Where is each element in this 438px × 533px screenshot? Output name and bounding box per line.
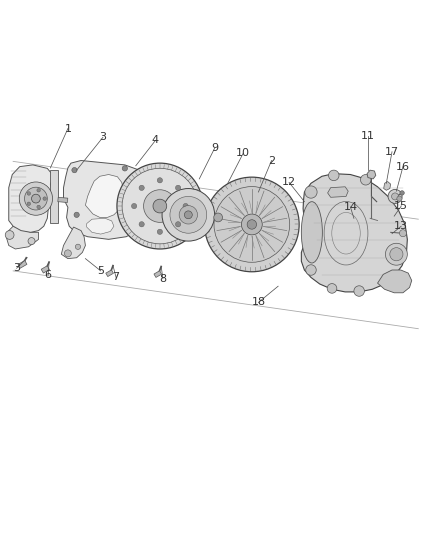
Circle shape bbox=[184, 211, 192, 219]
Circle shape bbox=[72, 167, 77, 173]
Circle shape bbox=[183, 204, 188, 209]
Circle shape bbox=[37, 205, 40, 209]
Circle shape bbox=[385, 243, 407, 265]
Circle shape bbox=[27, 202, 31, 206]
Polygon shape bbox=[384, 182, 391, 190]
Bar bbox=[154, 271, 162, 278]
Text: 7: 7 bbox=[113, 272, 120, 282]
Circle shape bbox=[400, 191, 404, 195]
Bar bbox=[18, 261, 27, 268]
Circle shape bbox=[327, 284, 337, 293]
Circle shape bbox=[399, 230, 406, 237]
Circle shape bbox=[162, 189, 215, 241]
Polygon shape bbox=[378, 270, 412, 293]
Text: 10: 10 bbox=[236, 149, 250, 158]
Text: 1: 1 bbox=[64, 124, 71, 134]
Text: 5: 5 bbox=[97, 266, 104, 276]
Circle shape bbox=[214, 187, 290, 262]
Circle shape bbox=[75, 244, 81, 249]
Text: 14: 14 bbox=[343, 202, 357, 212]
Polygon shape bbox=[367, 170, 376, 179]
Circle shape bbox=[64, 250, 71, 257]
Circle shape bbox=[157, 229, 162, 235]
Polygon shape bbox=[64, 160, 142, 239]
Polygon shape bbox=[7, 226, 39, 249]
Text: 2: 2 bbox=[268, 156, 275, 166]
Bar bbox=[106, 270, 113, 277]
Polygon shape bbox=[9, 165, 53, 232]
Circle shape bbox=[117, 163, 203, 249]
Polygon shape bbox=[301, 174, 407, 292]
Text: 4: 4 bbox=[152, 135, 159, 146]
Circle shape bbox=[241, 214, 262, 235]
Bar bbox=[41, 266, 49, 273]
Polygon shape bbox=[328, 187, 348, 197]
Circle shape bbox=[122, 166, 127, 171]
Text: 18: 18 bbox=[251, 297, 265, 308]
Circle shape bbox=[157, 177, 162, 183]
Circle shape bbox=[139, 185, 144, 190]
Text: 15: 15 bbox=[394, 201, 408, 211]
Circle shape bbox=[144, 190, 176, 222]
Text: 9: 9 bbox=[211, 143, 218, 154]
Circle shape bbox=[19, 182, 53, 215]
Circle shape bbox=[74, 212, 79, 217]
Text: 17: 17 bbox=[385, 147, 399, 157]
Bar bbox=[58, 197, 68, 203]
Text: 12: 12 bbox=[282, 177, 296, 188]
Circle shape bbox=[32, 194, 40, 203]
Bar bbox=[50, 170, 58, 223]
Circle shape bbox=[176, 222, 181, 227]
Circle shape bbox=[354, 286, 364, 296]
Circle shape bbox=[139, 222, 144, 227]
Text: 11: 11 bbox=[361, 131, 375, 141]
Circle shape bbox=[131, 204, 137, 209]
Polygon shape bbox=[87, 219, 114, 234]
Text: 6: 6 bbox=[45, 270, 52, 280]
Circle shape bbox=[388, 189, 402, 204]
Circle shape bbox=[360, 174, 371, 185]
Circle shape bbox=[37, 189, 40, 192]
Circle shape bbox=[137, 203, 142, 208]
Circle shape bbox=[392, 193, 399, 200]
Polygon shape bbox=[61, 227, 85, 259]
Circle shape bbox=[247, 220, 257, 229]
Circle shape bbox=[397, 196, 402, 201]
Circle shape bbox=[28, 238, 35, 245]
Circle shape bbox=[214, 213, 223, 222]
Polygon shape bbox=[85, 174, 124, 217]
Circle shape bbox=[25, 187, 47, 210]
Circle shape bbox=[170, 197, 207, 233]
Text: 16: 16 bbox=[396, 161, 410, 172]
Circle shape bbox=[390, 248, 403, 261]
Circle shape bbox=[5, 231, 14, 239]
Circle shape bbox=[328, 170, 339, 181]
Text: 3: 3 bbox=[99, 132, 106, 142]
Text: 13: 13 bbox=[394, 221, 408, 231]
Circle shape bbox=[176, 185, 181, 190]
Circle shape bbox=[153, 199, 167, 213]
Circle shape bbox=[179, 206, 198, 224]
Circle shape bbox=[122, 168, 198, 244]
Text: 3: 3 bbox=[13, 263, 20, 273]
Text: 8: 8 bbox=[159, 274, 166, 284]
Circle shape bbox=[306, 265, 316, 275]
Circle shape bbox=[43, 197, 46, 200]
Circle shape bbox=[27, 192, 31, 195]
Ellipse shape bbox=[301, 201, 322, 263]
Circle shape bbox=[305, 186, 317, 198]
Circle shape bbox=[205, 177, 299, 272]
